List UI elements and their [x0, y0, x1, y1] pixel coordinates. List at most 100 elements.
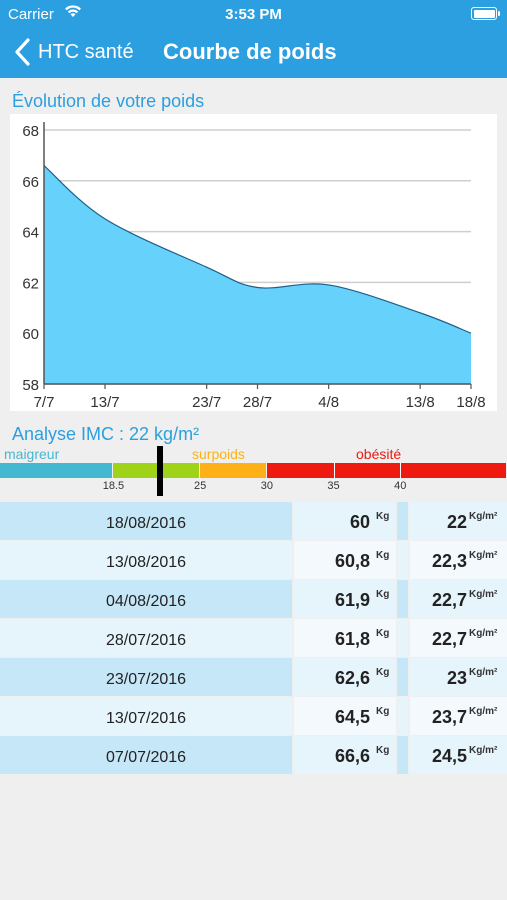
bmi-tick [200, 478, 202, 491]
bmi-value: 22,7 [431, 629, 467, 649]
nav-header: HTC santé Courbe de poids [0, 30, 507, 74]
weight-value: 60,8 [334, 551, 370, 571]
bmi-tick [266, 478, 268, 491]
bmi-tick-label: 25 [194, 480, 207, 492]
date-cell: 13/08/2016 [0, 541, 292, 579]
back-button-label: HTC santé [38, 40, 134, 63]
clock: 3:53 PM [225, 6, 282, 23]
weight-unit: Kg [376, 706, 390, 717]
bmi-tick [400, 478, 402, 491]
imc-title: Analyse IMC : 22 kg/m² [12, 424, 200, 444]
bmi-value: 22 [446, 512, 467, 532]
table-row[interactable]: 28/07/2016 61,8 Kg 22,7 Kg/m² [0, 619, 507, 657]
weight-value: 62,6 [334, 668, 370, 688]
bmi-unit: Kg/m² [469, 511, 498, 522]
table-row[interactable]: 18/08/2016 60 Kg 22 Kg/m² [0, 502, 507, 540]
bmi-segment [113, 463, 200, 478]
weight-value: 61,9 [334, 590, 370, 610]
bmi-divider [333, 463, 335, 478]
x-tick-label: 18/8 [456, 394, 485, 411]
bmi-category-label: obésité [356, 446, 402, 462]
bmi-cell: 24,5 Kg/m² [410, 736, 507, 774]
y-tick-label: 68 [22, 123, 39, 140]
cell-separator [397, 658, 408, 696]
status-bar: Carrier 3:53 PM [0, 0, 507, 28]
weight-unit: Kg [376, 667, 390, 678]
navigation-bar: Carrier 3:53 PM HTC santé Courbe de poid… [0, 0, 507, 78]
weight-cell: 61,8 Kg [294, 619, 396, 657]
x-tick-label: 28/7 [243, 394, 272, 411]
bmi-unit: Kg/m² [469, 628, 498, 639]
bmi-cell: 22,7 Kg/m² [410, 580, 507, 618]
date-cell: 07/07/2016 [0, 736, 292, 774]
bmi-cell: 22,7 Kg/m² [410, 619, 507, 657]
weight-unit: Kg [376, 589, 390, 600]
table-row[interactable]: 07/07/2016 66,6 Kg 24,5 Kg/m² [0, 736, 507, 774]
weight-area [44, 165, 471, 384]
bmi-tick-label: 18.5 [102, 480, 125, 492]
bmi-value: 23 [446, 668, 467, 688]
bmi-segment [200, 463, 266, 478]
cell-separator [397, 580, 408, 618]
date-cell: 18/08/2016 [0, 502, 292, 540]
bmi-category-label: maigreur [4, 446, 60, 462]
y-tick-label: 60 [22, 326, 39, 343]
battery-icon [471, 7, 500, 20]
weight-unit: Kg [376, 550, 390, 561]
y-tick-label: 62 [22, 275, 39, 292]
bmi-value: 22,3 [431, 551, 467, 571]
weight-chart: 58 60 62 64 66 68 7/7 13/7 23/7 28/7 4/8 13/8 18/8 [10, 114, 497, 411]
page-title: Courbe de poids [163, 39, 337, 64]
bmi-cell: 23 Kg/m² [410, 658, 507, 696]
bmi-tick [113, 478, 115, 491]
bmi-tick-label: 35 [327, 480, 340, 492]
y-tick-label: 66 [22, 174, 39, 191]
x-tick-label: 23/7 [192, 394, 221, 411]
bmi-unit: Kg/m² [469, 745, 498, 756]
weight-unit: Kg [376, 511, 390, 522]
measurements-table: 18/08/2016 60 Kg 22 Kg/m² 13/08/2016 60,8 Kg 22,… [0, 502, 507, 775]
bmi-cell: 22,3 Kg/m² [410, 541, 507, 579]
table-row[interactable]: 13/07/2016 64,5 Kg 23,7 Kg/m² [0, 697, 507, 735]
table-row[interactable]: 13/08/2016 60,8 Kg 22,3 Kg/m² [0, 541, 507, 579]
weight-unit: Kg [376, 628, 390, 639]
table-row[interactable]: 04/08/2016 61,9 Kg 22,7 Kg/m² [0, 580, 507, 618]
bmi-segment [0, 463, 113, 478]
bmi-unit: Kg/m² [469, 667, 498, 678]
wifi-icon [64, 4, 82, 22]
cell-separator [397, 736, 408, 774]
table-row[interactable]: 23/07/2016 62,6 Kg 23 Kg/m² [0, 658, 507, 696]
weight-value: 66,6 [334, 746, 370, 766]
chevron-left-icon [15, 38, 30, 66]
weight-cell: 61,9 Kg [294, 580, 396, 618]
weight-value: 60 [349, 512, 370, 532]
bmi-cell: 22 Kg/m² [410, 502, 507, 540]
cell-separator [397, 541, 408, 579]
carrier-label: Carrier [8, 6, 54, 23]
bmi-unit: Kg/m² [469, 589, 498, 600]
bmi-marker [157, 446, 164, 496]
weight-cell: 60,8 Kg [294, 541, 396, 579]
y-tick-label: 64 [22, 225, 39, 242]
chart-title: Évolution de votre poids [12, 91, 205, 111]
bmi-value: 22,7 [431, 590, 467, 610]
weight-cell: 64,5 Kg [294, 697, 396, 735]
weight-value: 64,5 [334, 707, 370, 727]
cell-separator [397, 697, 408, 735]
weight-chart-svg: 58 60 62 64 66 68 7/7 13/7 23/7 28/7 4/8 13/8 18/8 [22, 122, 486, 411]
bmi-tick-label: 30 [260, 480, 273, 492]
weight-line [43, 165, 472, 334]
cell-separator [397, 502, 408, 540]
date-cell: 23/07/2016 [0, 658, 292, 696]
weight-cell: 62,6 Kg [294, 658, 396, 696]
x-tick-label: 4/8 [318, 394, 339, 411]
cell-separator [397, 619, 408, 657]
bmi-cell: 23,7 Kg/m² [410, 697, 507, 735]
bmi-category-label: surpoids [192, 446, 245, 462]
x-tick-label: 7/7 [34, 394, 55, 411]
bmi-unit: Kg/m² [469, 706, 498, 717]
bmi-unit: Kg/m² [469, 550, 498, 561]
weight-unit: Kg [376, 745, 390, 756]
back-button[interactable]: HTC santé [12, 34, 134, 70]
y-tick-label: 58 [22, 377, 39, 394]
